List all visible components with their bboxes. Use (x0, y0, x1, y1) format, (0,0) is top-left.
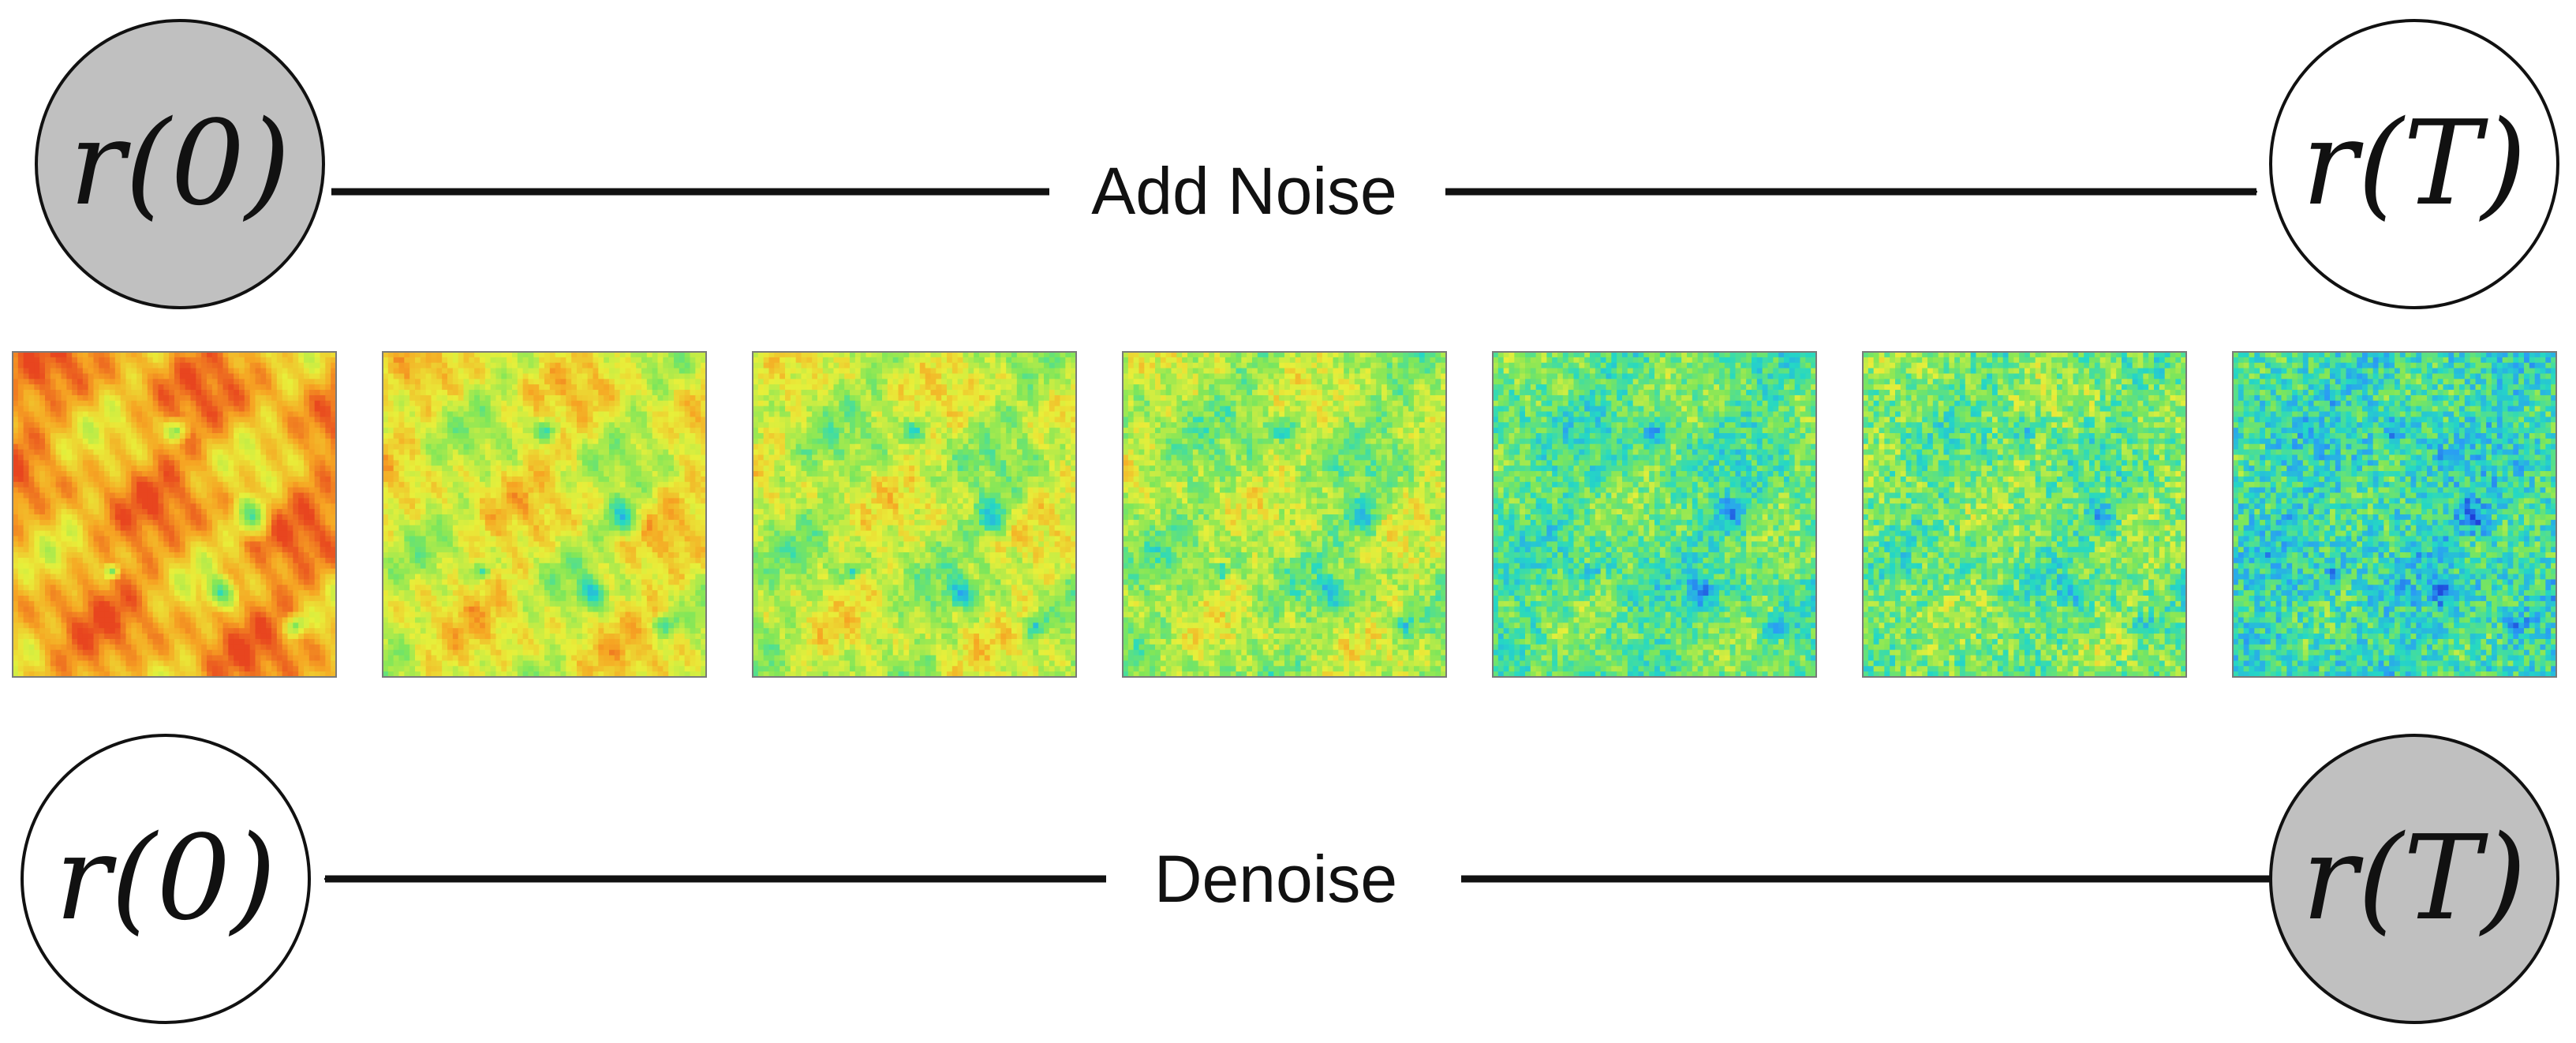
noise-panel-5 (1493, 352, 1817, 678)
noise-panel-6 (1863, 352, 2187, 678)
node-r0-bottom-label: r(0) (55, 810, 276, 946)
node-rT-bottom-label: r(T) (2302, 810, 2527, 946)
noise-panel-7 (2233, 352, 2557, 678)
noise-panels (13, 352, 2557, 678)
noise-panel-2 (383, 352, 707, 678)
noise-panel-4 (1123, 352, 1447, 678)
reverse-process: r(0) Denoise r(T) (22, 735, 2558, 1022)
denoise-label: Denoise (1154, 842, 1397, 916)
noise-panel-1 (13, 352, 337, 678)
node-rT-top-label: r(T) (2302, 95, 2527, 231)
node-r0-top-label: r(0) (69, 95, 290, 231)
forward-process: r(0) Add Noise r(T) (36, 21, 2558, 308)
noise-panel-3 (753, 352, 1077, 678)
add-noise-label: Add Noise (1091, 154, 1397, 228)
